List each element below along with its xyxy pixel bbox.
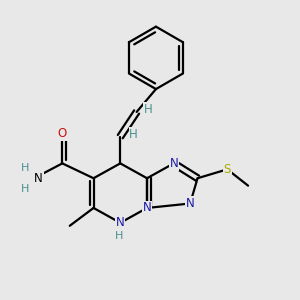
Text: H: H — [21, 163, 29, 173]
Text: H: H — [129, 128, 138, 141]
Text: N: N — [143, 202, 152, 214]
Text: S: S — [224, 163, 231, 176]
Text: N: N — [186, 197, 194, 210]
Text: O: O — [58, 127, 67, 140]
Text: H: H — [21, 184, 29, 194]
Text: N: N — [34, 172, 43, 185]
Text: H: H — [115, 231, 123, 241]
Text: N: N — [116, 216, 125, 229]
Text: N: N — [169, 157, 178, 170]
Text: H: H — [143, 103, 152, 116]
